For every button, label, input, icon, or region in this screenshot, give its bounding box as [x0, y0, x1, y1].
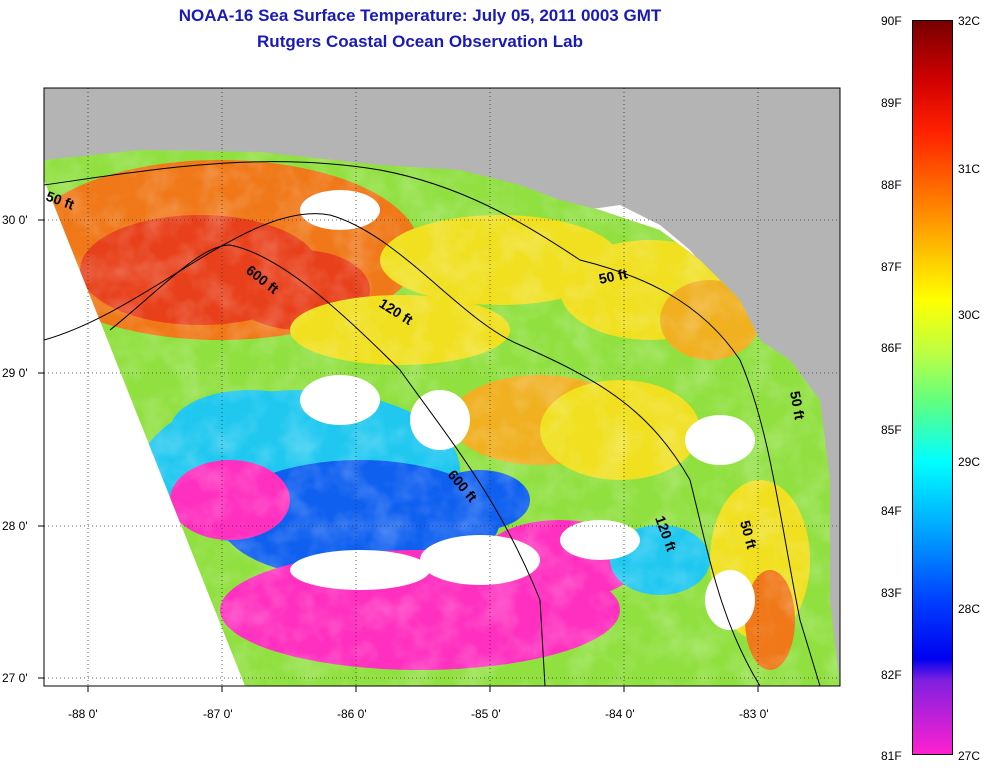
celsius-label: 28C — [958, 602, 981, 616]
bathymetry-contours — [44, 161, 821, 686]
celsius-label: 32C — [958, 14, 981, 28]
contour-label: 50 ft — [597, 265, 629, 287]
fahrenheit-label: 83F — [881, 586, 902, 600]
lon-tick-label: -84 0' — [605, 707, 635, 721]
contour-50ft — [44, 161, 821, 686]
fahrenheit-label: 85F — [881, 423, 902, 437]
lon-tick-label: -85 0' — [471, 707, 501, 721]
contour-600ft — [109, 244, 546, 686]
fahrenheit-label: 82F — [881, 668, 902, 682]
lon-tick-label: -86 0' — [337, 707, 367, 721]
fahrenheit-label: 81F — [881, 749, 902, 763]
graticule — [44, 88, 840, 686]
contour-label: 50 ft — [787, 390, 808, 421]
fahrenheit-label: 90F — [881, 14, 902, 28]
celsius-label: 29C — [958, 455, 981, 469]
lon-tick-label: -87 0' — [203, 707, 233, 721]
lat-tick-label: 28 0' — [2, 519, 28, 533]
lat-tick-label: 29 0' — [2, 366, 28, 380]
celsius-label: 31C — [958, 162, 981, 176]
lon-tick-label: -83 0' — [739, 707, 769, 721]
fahrenheit-label: 86F — [881, 341, 902, 355]
lat-tick-label: 30 0' — [2, 213, 28, 227]
contour-120ft — [44, 213, 761, 686]
map-title: NOAA-16 Sea Surface Temperature: July 05… — [178, 6, 662, 25]
map-subtitle: Rutgers Coastal Ocean Observation Lab — [257, 32, 583, 51]
color-scale-bar — [912, 20, 953, 755]
celsius-label: 27C — [958, 749, 981, 763]
lat-tick-label: 27 0' — [2, 671, 28, 685]
sst-swath — [44, 150, 840, 686]
fahrenheit-label: 84F — [881, 504, 902, 518]
fahrenheit-label: 87F — [881, 260, 902, 274]
fahrenheit-label: 89F — [881, 96, 902, 110]
contour-label: 50 ft — [737, 519, 760, 551]
lon-tick-label: -88 0' — [68, 707, 98, 721]
fahrenheit-label: 88F — [881, 178, 902, 192]
celsius-label: 30C — [958, 308, 981, 322]
